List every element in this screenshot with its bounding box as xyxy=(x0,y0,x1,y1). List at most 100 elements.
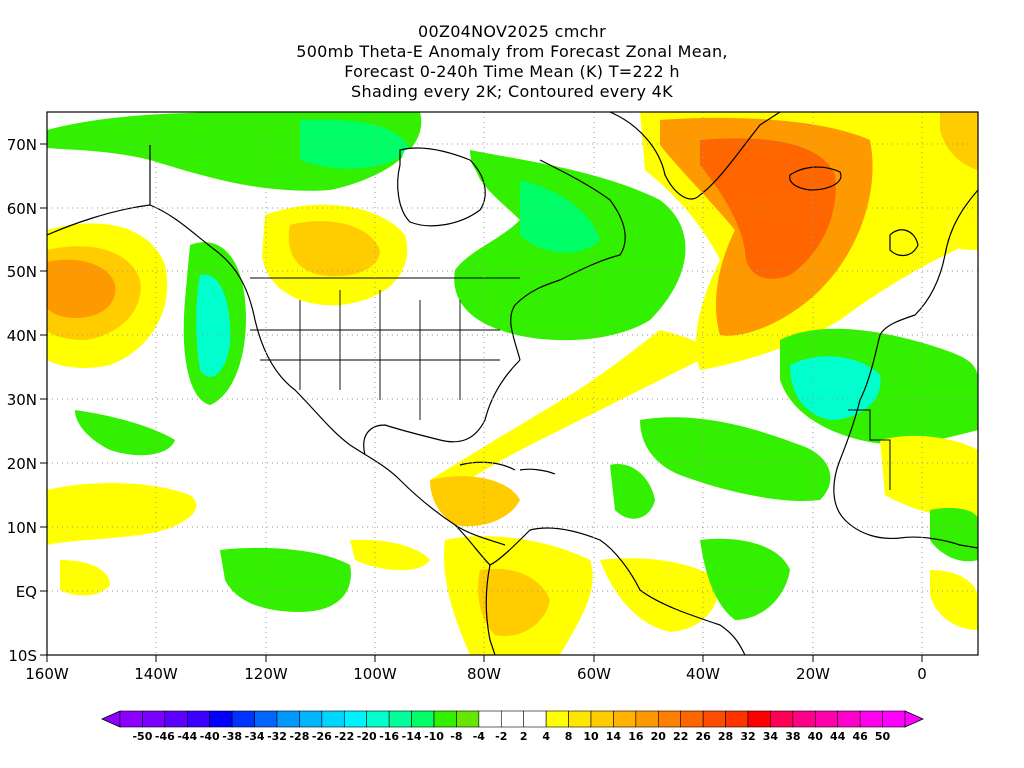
lat-label: 30N xyxy=(7,391,37,409)
tick-marks xyxy=(40,143,923,662)
colorbar-label: -14 xyxy=(402,730,422,743)
lon-label: 120W xyxy=(244,665,288,683)
colorbar-swatch xyxy=(231,710,255,728)
colorbar-swatch xyxy=(770,710,794,728)
map-title: 00Z04NOV2025 cmchr 500mb Theta-E Anomaly… xyxy=(0,22,1024,102)
colorbar-swatch xyxy=(366,710,390,728)
colorbar-swatch xyxy=(613,710,637,728)
lat-label: 40N xyxy=(7,327,37,345)
colorbar-label: 10 xyxy=(583,730,599,743)
coast-na-west xyxy=(47,204,506,546)
colorbar-swatch xyxy=(500,710,525,728)
colorbar-label: 32 xyxy=(740,730,755,743)
colorbar-swatch xyxy=(276,710,300,728)
lon-label: 160W xyxy=(25,665,69,683)
title-line-4: Shading every 2K; Contoured every 4K xyxy=(351,82,673,101)
title-line-1: 00Z04NOV2025 cmchr xyxy=(417,22,606,41)
shade-pacific-eq-yellow xyxy=(47,483,197,545)
colorbar-label: -40 xyxy=(200,730,220,743)
colorbar-label: -38 xyxy=(222,730,242,743)
shade-northeast-gold xyxy=(940,112,978,170)
title-line-2: 500mb Theta-E Anomaly from Forecast Zona… xyxy=(296,42,728,61)
colorbar-swatch xyxy=(456,710,480,728)
lat-label: 60N xyxy=(7,200,37,218)
colorbar-label: -46 xyxy=(155,730,175,743)
shade-pacific-trop-green xyxy=(75,410,175,456)
colorbar-label: 20 xyxy=(651,730,667,743)
colorbar-label: -4 xyxy=(473,730,486,743)
shade-subtrop-green2 xyxy=(610,464,655,519)
colorbar-swatch xyxy=(142,710,166,728)
colorbar-label: -22 xyxy=(334,730,354,743)
shade-arctic-teal xyxy=(300,119,410,169)
colorbar-swatch xyxy=(747,710,771,728)
colorbar-label: -2 xyxy=(495,730,507,743)
shade-wafrica-yellow xyxy=(880,435,978,520)
africa-borders xyxy=(848,409,891,490)
colorbar-swatch xyxy=(657,710,682,728)
title-line-3: Forecast 0-240h Time Mean (K) T=222 h xyxy=(344,62,680,81)
colorbar-swatch xyxy=(702,710,726,728)
lon-label: 20W xyxy=(796,665,830,683)
shade-atl-eq-green xyxy=(700,538,790,620)
shade-prairie-gold xyxy=(288,221,380,277)
colorbar-label: 34 xyxy=(763,730,779,743)
coast-cuba xyxy=(459,461,516,471)
colorbar-swatch xyxy=(209,710,233,728)
colorbar-label: 38 xyxy=(785,730,800,743)
colorbar-arrow-left xyxy=(101,710,121,728)
colorbar-label: -16 xyxy=(379,730,399,743)
lon-label: 0 xyxy=(917,665,927,683)
colorbar-swatch xyxy=(837,710,861,728)
colorbar-swatch xyxy=(792,710,816,728)
colorbar-swatch xyxy=(254,710,278,728)
shade-samerica-gold xyxy=(478,568,550,636)
lat-label: 20N xyxy=(7,455,37,473)
colorbar-label: -32 xyxy=(267,730,287,743)
shade-gulfguinea-yellow xyxy=(930,570,978,630)
lat-labels: 70N 60N 50N 40N 30N 20N 10N EQ 10S xyxy=(7,136,37,665)
colorbar-label: 28 xyxy=(718,730,733,743)
coast-south-america xyxy=(454,524,746,655)
colorbar-swatch xyxy=(388,710,412,728)
coast-iceland xyxy=(789,166,842,191)
colorbar-label: 16 xyxy=(628,730,644,743)
colorbar-label: -8 xyxy=(450,730,462,743)
colorbar-label: 40 xyxy=(808,730,824,743)
shade-pacific-eq-green xyxy=(220,547,351,612)
coast-britain xyxy=(889,229,919,256)
colorbar-swatch xyxy=(523,710,547,728)
lon-label: 140W xyxy=(134,665,178,683)
colorbar-label: -10 xyxy=(424,730,444,743)
coast-europe-africa xyxy=(833,189,978,549)
shade-camerica-gold xyxy=(430,476,520,527)
colorbar-label: 22 xyxy=(673,730,688,743)
shade-westcoast-cyan xyxy=(196,274,231,377)
shade-pacific-eq-yellow2 xyxy=(60,560,110,596)
colorbar-label: 14 xyxy=(606,730,622,743)
colorbar-swatch xyxy=(859,710,883,728)
shade-atlantic-redorange xyxy=(700,138,836,279)
shade-atl-eq-yellow xyxy=(600,558,720,632)
colorbar-label: 46 xyxy=(852,730,868,743)
lat-label: 50N xyxy=(7,263,37,281)
colorbar-label: -44 xyxy=(177,730,197,743)
colorbar-swatch xyxy=(590,710,614,728)
colorbar-swatch xyxy=(568,710,592,728)
lat-label: EQ xyxy=(16,583,37,601)
shade-east-canada-teal xyxy=(520,180,600,253)
colorbar-label: 50 xyxy=(875,730,891,743)
lon-label: 80W xyxy=(467,665,501,683)
gridlines xyxy=(47,112,978,655)
colorbar-swatch xyxy=(299,710,323,728)
colorbar-swatch xyxy=(343,710,368,728)
coast-sa-west xyxy=(485,564,496,655)
colorbar-swatch xyxy=(186,710,211,728)
lon-labels: 160W 140W 120W 100W 80W 60W 40W 20W 0 xyxy=(25,665,927,683)
coast-na-east xyxy=(510,159,626,361)
coast-hispaniola xyxy=(519,468,556,475)
plot-frame xyxy=(46,111,979,656)
colorbar-swatch xyxy=(814,710,839,728)
shade-atlantic-diagonal xyxy=(430,330,708,495)
